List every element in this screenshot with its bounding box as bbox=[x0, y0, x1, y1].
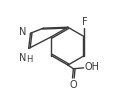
Text: N: N bbox=[19, 53, 26, 63]
Text: F: F bbox=[82, 17, 88, 27]
Text: O: O bbox=[69, 80, 77, 90]
Text: OH: OH bbox=[84, 62, 99, 72]
Text: N: N bbox=[19, 27, 26, 37]
Text: H: H bbox=[26, 55, 33, 64]
